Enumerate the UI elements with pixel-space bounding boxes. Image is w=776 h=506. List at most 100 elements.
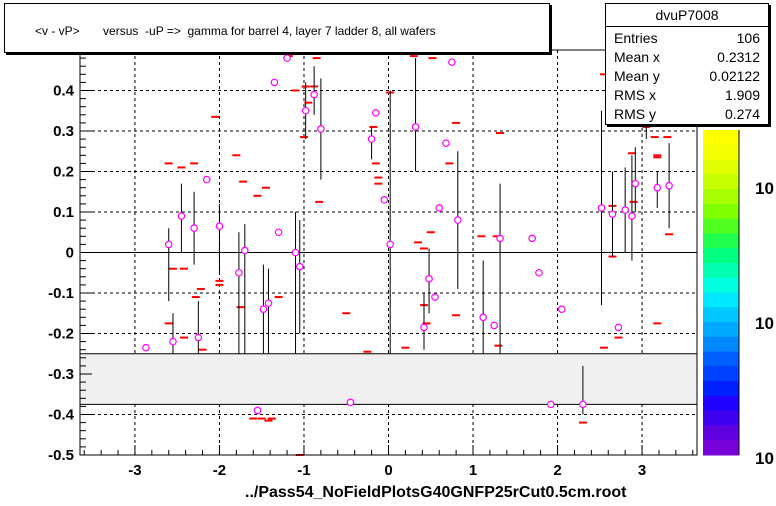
data-point [142, 343, 150, 352]
data-point [169, 337, 177, 346]
stats-value: 1.909 [724, 87, 760, 103]
palette-segment [703, 366, 739, 382]
data-point [310, 90, 318, 99]
data-point [380, 196, 389, 204]
stats-box: dvuP7008 Entries 106 Mean x 0.2312 Mean … [605, 3, 769, 125]
axis-layer: -3 -2 -1 0 1 2 3 -0.5 -0.4 -0.3 -0.2 -0.1 0 0.1 0.2 0.3… [48, 49, 694, 479]
palette-segment [703, 336, 739, 353]
x-tick-label: -3 [128, 462, 141, 479]
data-point [274, 228, 283, 237]
x-tick-label: 0 [384, 462, 392, 479]
x-tick-label: -1 [297, 462, 310, 479]
data-point [579, 400, 587, 409]
stats-label: Entries [614, 30, 658, 46]
palette-segment [703, 189, 739, 205]
data-point [253, 406, 262, 415]
y-tick-label: 0.1 [53, 204, 74, 221]
data-point [386, 240, 394, 249]
data-point [420, 323, 428, 332]
y-tick-label: -0.4 [48, 407, 75, 424]
marks-layer [142, 53, 674, 456]
data-point [496, 234, 504, 243]
palette-segment [703, 159, 739, 175]
data-point [235, 268, 243, 277]
data-point [291, 248, 300, 257]
data-point [264, 299, 273, 307]
data-point [215, 222, 224, 230]
data-point [448, 58, 456, 66]
data-point [628, 212, 636, 220]
stats-row-mean-y: Mean y 0.02122 [614, 66, 760, 86]
stats-label: RMS x [614, 87, 656, 103]
data-point [631, 179, 640, 188]
palette-segment [703, 322, 739, 338]
data-point [194, 333, 203, 342]
data-point [431, 293, 439, 301]
title-box: <v - vP> versus -uP => gamma for barrel … [4, 3, 550, 53]
y-tick-label: 0 [66, 245, 74, 262]
stats-name: dvuP7008 [606, 4, 768, 27]
data-point [295, 262, 304, 271]
palette-segment [703, 203, 739, 220]
data-point [301, 106, 310, 115]
palette-segment [703, 307, 739, 323]
data-point [665, 181, 673, 190]
palette-segment [703, 381, 739, 397]
stats-label: RMS y [614, 106, 656, 122]
excluded-band [79, 353, 698, 405]
y-tick-label: -0.1 [48, 285, 74, 302]
data-point [317, 125, 325, 133]
data-point [202, 175, 211, 184]
stats-row-rms-y: RMS y 0.274 [614, 104, 760, 124]
data-point [597, 204, 606, 212]
plot-title: <v - vP> versus -uP => gamma for barrel … [35, 24, 436, 38]
data-point [479, 313, 487, 322]
data-point [454, 216, 462, 224]
z-tick-label: 10 [755, 449, 774, 468]
x-tick-label: 3 [638, 462, 646, 479]
x-tick-label: 1 [469, 462, 477, 479]
z-tick-label: 10 [755, 314, 774, 333]
data-point [164, 240, 173, 249]
stats-value: 106 [736, 30, 760, 46]
palette-segment [703, 277, 739, 293]
y-tick-label: 0.3 [53, 123, 74, 140]
stats-label: Mean x [614, 49, 660, 65]
data-point [614, 323, 623, 332]
data-point [372, 108, 380, 117]
palette-segment [703, 425, 739, 441]
palette-segment [703, 440, 739, 456]
palette-segment [703, 218, 739, 234]
palette-segment [703, 144, 739, 161]
y-tick-label: -0.3 [48, 366, 74, 383]
data-point [411, 123, 420, 131]
data-point [346, 398, 355, 407]
data-point [557, 305, 566, 314]
data-point [435, 204, 444, 212]
data-point [490, 321, 498, 330]
stats-row-entries: Entries 106 [614, 28, 760, 48]
data-point [241, 246, 249, 255]
data-point [425, 275, 433, 283]
stats-label: Mean y [614, 68, 660, 84]
x-axis-title: ../Pass54_NoFieldPlotsG40GNFP25rCut0.5cm… [245, 484, 627, 501]
stats-value: 0.274 [724, 106, 760, 122]
x-tick-label: 2 [553, 462, 561, 479]
data-point [546, 400, 555, 409]
data-point [608, 210, 617, 218]
z-tick-label: 10 [755, 179, 774, 198]
data-point [270, 78, 279, 87]
palette-segment [703, 233, 739, 249]
palette-segment [703, 248, 739, 264]
data-point [367, 135, 376, 143]
palette-segment [703, 130, 739, 146]
stats-row-mean-x: Mean x 0.2312 [614, 47, 760, 67]
data-point [621, 206, 629, 214]
stats-row-rms-x: RMS x 1.909 [614, 85, 760, 105]
data-point [442, 139, 450, 147]
stats-value: 0.2312 [717, 49, 760, 65]
data-point [190, 224, 198, 233]
y-tick-label: 0.4 [53, 83, 75, 100]
palette-segment [703, 410, 739, 426]
